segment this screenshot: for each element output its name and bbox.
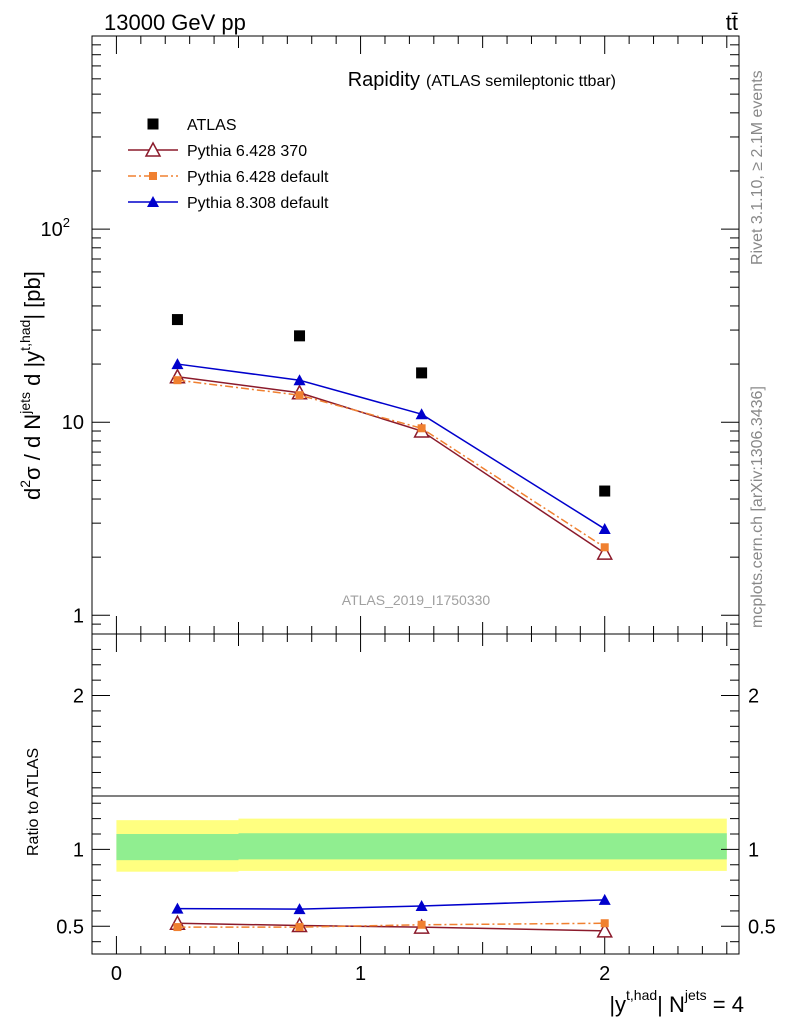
x-tick-label: 0 bbox=[111, 963, 122, 985]
x-tick-label: 1 bbox=[355, 963, 366, 985]
lower-y-tick-label-right: 2 bbox=[748, 686, 759, 708]
legend-label-atlas: ATLAS bbox=[187, 117, 237, 134]
lower-y-tick-label-right: 0.5 bbox=[748, 916, 776, 938]
data-point-pythia-6-428-default-2 bbox=[417, 920, 426, 929]
series-line-pythia-8-308-default bbox=[177, 899, 605, 910]
data-point-pythia-6-428-default-3 bbox=[600, 543, 609, 552]
lower-y-tick-label-left: 0.5 bbox=[56, 916, 84, 938]
upper-y-tick-label: 102 bbox=[41, 215, 70, 241]
legend-marker-pythia-8-308-default bbox=[147, 196, 159, 207]
data-point-pythia-8-308-default-3 bbox=[598, 893, 611, 905]
data-point-pythia-6-428-default-0 bbox=[173, 376, 182, 385]
legend-label-pythia-6-428-default: Pythia 6.428 default bbox=[187, 169, 329, 186]
series-pythia-6-428-default bbox=[173, 376, 609, 552]
lower-y-tick-label-right: 1 bbox=[748, 839, 759, 861]
x-tick-label: 2 bbox=[599, 963, 610, 985]
chart-title: Rapidity bbox=[348, 69, 420, 91]
legend: ATLAS Pythia 6.428 370 Pythia 6.428 defaul… bbox=[128, 117, 329, 212]
lower-y-tick-label-left: 2 bbox=[73, 686, 84, 708]
lower-frame bbox=[91, 633, 740, 955]
upper-y-tick-label: 10 bbox=[62, 412, 84, 434]
energy-label: 13000 GeV pp bbox=[104, 10, 246, 35]
data-point-pythia-8-308-default-2 bbox=[415, 900, 428, 911]
upper-panel: 1 10 102 Rapidity (ATLAS semileptonic ttba… bbox=[17, 35, 740, 635]
series-pythia-6-428-370 bbox=[169, 368, 613, 560]
data-point-atlas-1 bbox=[294, 330, 306, 342]
upper-series-layer bbox=[169, 314, 613, 560]
data-point-pythia-6-428-default-3 bbox=[600, 919, 609, 928]
data-point-pythia-8-308-default-3 bbox=[598, 522, 611, 534]
uncertainty-band-1-0 bbox=[116, 834, 239, 861]
data-point-pythia-6-428-default-2 bbox=[417, 424, 426, 433]
data-point-pythia-8-308-default-0 bbox=[171, 358, 184, 370]
chart-subtitle: (ATLAS semileptonic ttbar) bbox=[426, 73, 616, 90]
legend-marker-atlas bbox=[147, 118, 159, 130]
data-point-pythia-6-428-370-3 bbox=[596, 922, 613, 938]
legend-marker-pythia-6-428-default bbox=[149, 172, 157, 180]
data-point-pythia-6-428-default-1 bbox=[295, 391, 304, 400]
uncertainty-band-1-1 bbox=[238, 833, 727, 860]
data-point-pythia-6-428-370-3 bbox=[596, 544, 613, 560]
upper-y-tick-label: 1 bbox=[73, 605, 84, 627]
lower-axis-ticks: 0.5 0.5 1 1 2 2 0 1 2 bbox=[56, 634, 776, 985]
data-point-pythia-8-308-default-1 bbox=[293, 903, 306, 915]
series-line-pythia-8-308-default bbox=[177, 363, 606, 530]
x-axis-label: |yt,had| Njets = 4 bbox=[609, 987, 744, 1017]
lower-y-tick-label-left: 1 bbox=[73, 839, 84, 861]
data-point-atlas-2 bbox=[416, 367, 428, 379]
data-point-pythia-8-308-default-2 bbox=[415, 408, 428, 420]
series-line-pythia-6-428-370 bbox=[177, 375, 606, 554]
series-line-pythia-6-428-default bbox=[177, 379, 606, 548]
data-point-atlas-3 bbox=[599, 485, 611, 497]
analysis-tag: ATLAS_2019_I1750330 bbox=[342, 592, 491, 608]
uncertainty-bands bbox=[116, 818, 727, 872]
series-line-pythia-6-428-default bbox=[177, 922, 605, 928]
rivet-version-label: Rivet 3.1.10, ≥ 2.1M events bbox=[749, 70, 766, 265]
data-point-pythia-8-308-default-1 bbox=[293, 374, 306, 386]
legend-marker-pythia-6-428-370 bbox=[144, 141, 162, 157]
legend-label-pythia-8-308-default: Pythia 8.308 default bbox=[187, 195, 329, 212]
process-label: tt̄ bbox=[726, 10, 738, 35]
legend-label-pythia-6-428-370: Pythia 6.428 370 bbox=[187, 143, 307, 160]
series-pythia-8-308-default bbox=[171, 893, 611, 915]
lower-y-axis-label: Ratio to ATLAS bbox=[25, 748, 42, 856]
data-point-pythia-6-428-default-0 bbox=[173, 923, 182, 932]
lower-series-layer bbox=[169, 893, 613, 938]
data-point-atlas-0 bbox=[171, 314, 183, 326]
lower-panel: 0.5 0.5 1 1 2 2 0 1 2 Ratio to ATLAS |yt,had| Nj… bbox=[25, 633, 776, 1017]
mcplots-reference-label: mcplots.cern.ch [arXiv:1306.3436] bbox=[749, 386, 766, 628]
upper-y-axis-label: d2σ / d Njets d |yt,had| [pb] bbox=[17, 271, 45, 500]
series-atlas bbox=[171, 314, 611, 497]
data-point-pythia-6-428-default-1 bbox=[295, 923, 304, 932]
upper-y-ticks: 1 10 102 bbox=[41, 35, 739, 635]
data-point-pythia-8-308-default-0 bbox=[171, 902, 184, 914]
series-pythia-8-308-default bbox=[171, 358, 611, 534]
series-pythia-6-428-default bbox=[173, 919, 609, 932]
